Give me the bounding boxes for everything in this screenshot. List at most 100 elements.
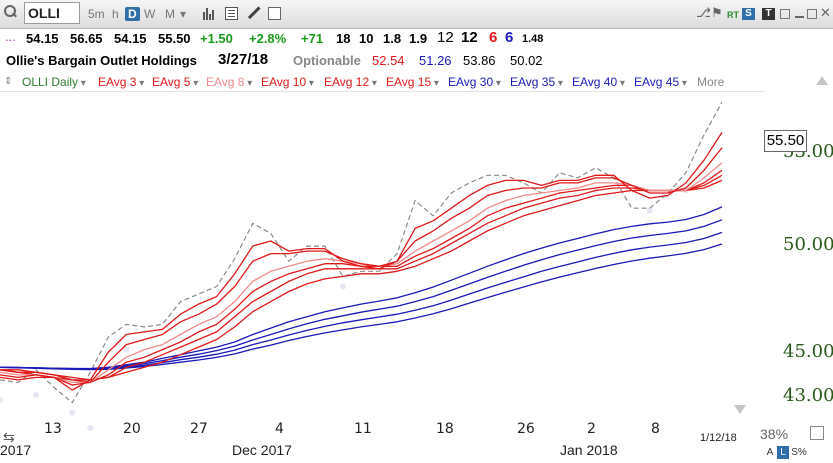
legend-item-eavg-40[interactable]: EAvg 40 [572,75,625,89]
quote-stat-2: 18 [336,31,351,46]
legend-item-eavg-10[interactable]: EAvg 10 [261,75,314,89]
close-icon[interactable]: ✕ [820,5,831,20]
legend-more-button[interactable]: More [697,75,725,89]
price-marker [87,424,94,431]
quote-stat-3: 10 [359,31,374,46]
series-line-eavg-3 [0,132,723,391]
series-line-eavg-30 [0,206,723,370]
y-tick-50: 50.00 [783,234,833,255]
legend-item-eavg-12[interactable]: EAvg 12 [324,75,377,89]
percent-scale-button[interactable]: S% [791,447,807,458]
legend-item-eavg-5[interactable]: EAvg 5 [152,75,198,89]
legend-item-olli-daily[interactable]: OLLI Daily [22,75,86,89]
x-tick-26: 26 [517,421,535,437]
info-date: 3/27/18 [218,51,269,68]
period-daily-button[interactable]: D [125,7,140,21]
minimize-icon[interactable] [795,16,804,18]
realtime-badge[interactable]: RT [727,10,739,20]
price-marker [123,346,130,353]
legend-item-eavg-35[interactable]: EAvg 35 [510,75,563,89]
y-tick-45: 45.00 [783,341,833,362]
auto-scale-button[interactable]: A [766,447,774,458]
toolbar: OLLI 5m h D W M ▾ ⎇ ⚑ RT S T ✕ [0,0,833,29]
x-month-dec-2017: Dec 2017 [232,442,292,458]
series-line-eavg-15 [0,179,723,381]
legend-item-eavg-15[interactable]: EAvg 15 [386,75,439,89]
series-line-eavg-8 [0,162,723,384]
quote-low: 54.15 [114,31,147,46]
settings-t-button[interactable]: T [762,8,775,20]
link-icon[interactable]: ⎇ [696,5,711,20]
symbol-input[interactable]: OLLI [24,2,80,24]
price-marker [33,392,40,399]
quote-stat-8: 6 [489,29,498,46]
window-icon[interactable] [780,9,790,19]
x-tick-4: 4 [275,421,284,437]
bar-chart-icon[interactable] [203,7,216,20]
zoom-level[interactable]: 38% [760,426,789,442]
sort-icon[interactable]: ⇕ [4,76,13,87]
study-legend: ⇕ OLLI Daily EAvg 3 EAvg 5 EAvg 8 EAvg 1… [0,72,765,92]
quote-stat-10: 1.48 [522,33,544,45]
current-date-label: 1/12/18 [700,432,737,444]
quote-stat-4: 1.8 [383,31,402,46]
series-line-eavg-40 [0,231,723,370]
info-value-1: 52.54 [372,53,405,68]
price-marker [646,207,653,214]
legend-item-eavg-3[interactable]: EAvg 3 [98,75,144,89]
x-tick-8: 8 [651,421,660,437]
date-axis: ⇆ 13 20 27 4 11 18 26 2 8 2017 Dec 2017 … [0,415,765,463]
quote-open: 54.15 [26,31,59,46]
period-weekly-button[interactable]: W [144,7,156,21]
price-chart[interactable] [0,92,765,438]
x-tick-13: 13 [44,421,62,437]
x-tick-20: 20 [123,421,141,437]
series-line-eavg-5 [0,147,723,386]
legend-item-eavg-45[interactable]: EAvg 45 [634,75,687,89]
info-value-3: 53.86 [463,53,496,68]
scroll-up-icon[interactable] [816,76,828,85]
period-monthly-button[interactable]: M [165,7,175,21]
quote-change-pct: +2.8% [249,31,287,46]
legend-item-eavg-8[interactable]: EAvg 8 [206,75,252,89]
series-line-eavg-12 [0,174,723,381]
quote-change: +1.50 [200,31,233,46]
log-scale-button[interactable]: L [777,446,789,459]
x-tick-2: 2 [587,421,596,437]
period-5m-button[interactable]: 5m [88,7,105,21]
quote-stat-7: 12 [461,29,478,46]
calculator-icon[interactable] [225,7,238,20]
series-line-eavg-35 [0,219,723,370]
note-icon[interactable] [268,7,281,20]
optionable-label: Optionable [293,53,361,68]
info-value-4: 50.02 [510,53,543,68]
quote-line: ... 54.15 56.65 54.15 55.50 +1.50 +2.8% … [0,29,833,51]
scroll-down-icon[interactable] [734,405,746,414]
x-tick-11: 11 [354,421,372,437]
settings-s-button[interactable]: S [742,8,755,20]
checkbox-icon[interactable] [810,426,824,440]
series-line-olli-daily [0,101,723,404]
quote-stat-1: +71 [301,31,324,46]
legend-item-eavg-30[interactable]: EAvg 30 [448,75,501,89]
series-line-eavg-10 [0,169,723,384]
price-marker [69,409,76,416]
pencil-icon[interactable] [244,4,262,22]
quote-stat-9: 6 [505,29,514,46]
quote-stat-6: 12 [437,29,454,46]
company-name: Ollie's Bargain Outlet Holdings [6,53,197,68]
quote-stat-5: 1.9 [409,31,428,46]
period-hour-button[interactable]: h [112,7,119,21]
search-icon[interactable] [4,5,17,18]
info-line: Ollie's Bargain Outlet Holdings 3/27/18 … [0,51,833,71]
chevron-down-icon[interactable]: ▾ [180,7,187,21]
price-marker [0,397,3,404]
quote-high: 56.65 [70,31,103,46]
maximize-icon[interactable] [807,9,817,19]
x-year-2017: 2017 [0,442,32,458]
flag-icon[interactable]: ⚑ [711,5,723,20]
quote-menu-ellipsis[interactable]: ... [5,29,16,44]
refresh-icon[interactable]: ⇆ [3,429,15,445]
price-axis: 53.00 50.00 45.00 43.00 [765,73,833,438]
y-tick-43: 43.00 [783,385,833,406]
